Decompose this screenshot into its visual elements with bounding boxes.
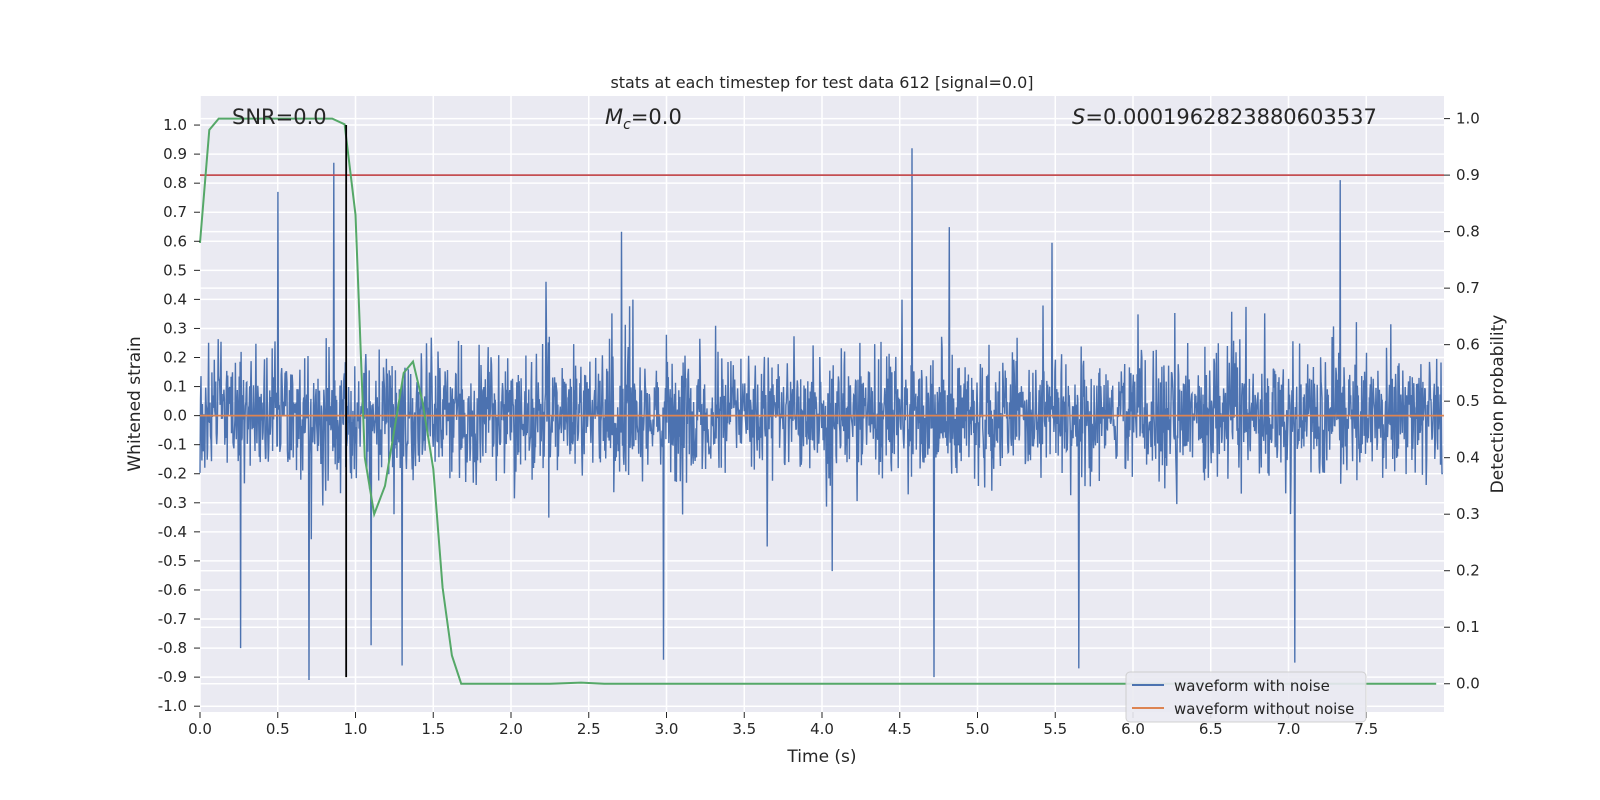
y-tick-label: 0.0 [163,407,187,425]
x-tick-label: 2.5 [577,720,601,738]
y-tick-label: -0.4 [158,523,187,541]
y2-tick-labels: 0.0 0.1 0.2 0.3 0.4 0.5 0.6 0.7 0.8 0.9 1.0 [1444,110,1480,693]
x-tick-label: 5.0 [966,720,990,738]
y-tick-label: -0.9 [158,668,187,686]
x-tick-label: 3.5 [732,720,756,738]
y2-tick-label: 0.0 [1456,675,1480,693]
x-tick-label: 7.0 [1277,720,1301,738]
legend-box [1125,671,1367,723]
x-tick-label: 7.5 [1354,720,1378,738]
y-tick-label: -0.7 [158,610,187,628]
x-tick-label: 6.5 [1199,720,1223,738]
y2-tick-label: 0.3 [1456,505,1480,523]
y2-axis-label: Detection probability [1488,315,1508,494]
y-tick-label: -1.0 [158,697,187,715]
waveform-with-noise-trace [199,148,1444,681]
legend: waveform with noise waveform without noi… [1125,671,1367,723]
y-tick-label: 0.3 [163,319,187,337]
snr-annotation: SNR=0.0 [232,105,327,129]
x-tick-labels: 0.0 0.5 1.0 1.5 2.0 2.5 3.0 3.5 4.0 4.5 5.0 5.5 6.0 6… [188,712,1378,738]
y2-tick-label: 0.7 [1456,279,1480,297]
y2-tick-label: 1.0 [1456,110,1480,128]
y-tick-label: 1.0 [163,116,187,134]
s-annotation: S=0.0001962823880603537 [1072,105,1377,129]
y-tick-label: 0.4 [163,290,187,308]
x-tick-label: 4.5 [888,720,912,738]
y-tick-label: 0.2 [163,349,187,367]
y-tick-label: 0.1 [163,378,187,396]
y2-tick-label: 0.5 [1456,392,1480,410]
y-tick-labels: -1.0 -0.9 -0.8 -0.7 -0.6 -0.5 -0.4 -0.3 -0.2 -0.1… [158,116,200,715]
y2-tick-label: 0.9 [1456,166,1480,184]
y2-tick-label: 0.6 [1456,336,1480,354]
legend-label-noise: waveform with noise [1174,677,1330,695]
x-tick-label: 1.5 [421,720,445,738]
y2-tick-label: 0.8 [1456,223,1480,241]
x-axis-label: Time (s) [786,747,856,767]
chart-title: stats at each timestep for test data 612… [610,73,1033,92]
x-tick-label: 5.5 [1043,720,1067,738]
y-tick-label: 0.5 [163,261,187,279]
y-tick-label: 0.8 [163,174,187,192]
y-tick-label: -0.3 [158,494,187,512]
x-tick-label: 4.0 [810,720,834,738]
y-tick-label: -0.2 [158,465,187,483]
y-tick-label: 0.7 [163,203,187,221]
legend-label-clean: waveform without noise [1174,700,1354,718]
y-tick-label: -0.6 [158,581,187,599]
mc-annotation: Mc=0.0 [605,105,682,133]
x-tick-label: 2.0 [499,720,523,738]
x-tick-label: 0.5 [266,720,290,738]
y-tick-label: 0.6 [163,232,187,250]
y2-tick-label: 0.1 [1456,618,1480,636]
x-tick-label: 3.0 [655,720,679,738]
x-tick-label: 6.0 [1121,720,1145,738]
y-tick-label: 0.9 [163,145,187,163]
y-tick-label: -0.5 [158,552,187,570]
y2-tick-label: 0.2 [1456,562,1480,580]
y-axis-label: Whitened strain [125,336,145,471]
x-tick-label: 1.0 [344,720,368,738]
y-tick-label: -0.8 [158,639,187,657]
y-tick-label: -0.1 [158,436,187,454]
waveform-with-noise [199,148,1444,681]
detection-probability-line [199,117,1437,685]
x-tick-label: 0.0 [188,720,212,738]
y2-tick-label: 0.4 [1456,449,1480,467]
